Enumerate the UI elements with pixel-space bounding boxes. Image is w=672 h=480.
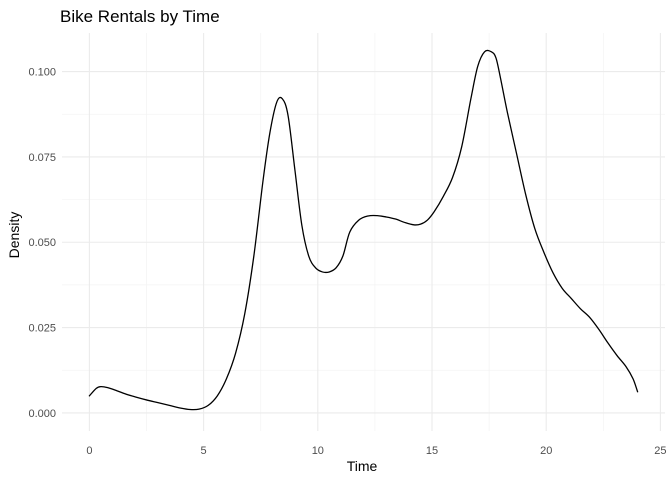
y-axis-title: Density	[6, 212, 22, 259]
x-axis-ticks: 0 5 10 15 20 25	[86, 445, 666, 457]
x-tick-label: 10	[312, 445, 324, 457]
x-tick-label: 25	[654, 445, 666, 457]
x-axis-title: Time	[347, 458, 378, 474]
y-tick-label: 0.000	[28, 408, 56, 420]
x-tick-label: 15	[426, 445, 438, 457]
x-tick-label: 20	[540, 445, 552, 457]
x-tick-label: 0	[86, 445, 92, 457]
y-axis-ticks: 0.000 0.025 0.050 0.075 0.100	[28, 67, 56, 420]
y-tick-label: 0.075	[28, 152, 56, 164]
series-layer	[88, 49, 639, 411]
y-tick-label: 0.050	[28, 237, 56, 249]
grid	[62, 33, 665, 431]
density-line	[88, 49, 639, 411]
y-tick-label: 0.100	[28, 67, 56, 79]
x-tick-label: 5	[201, 445, 207, 457]
chart-title: Bike Rentals by Time	[60, 7, 220, 26]
y-tick-label: 0.025	[28, 323, 56, 335]
